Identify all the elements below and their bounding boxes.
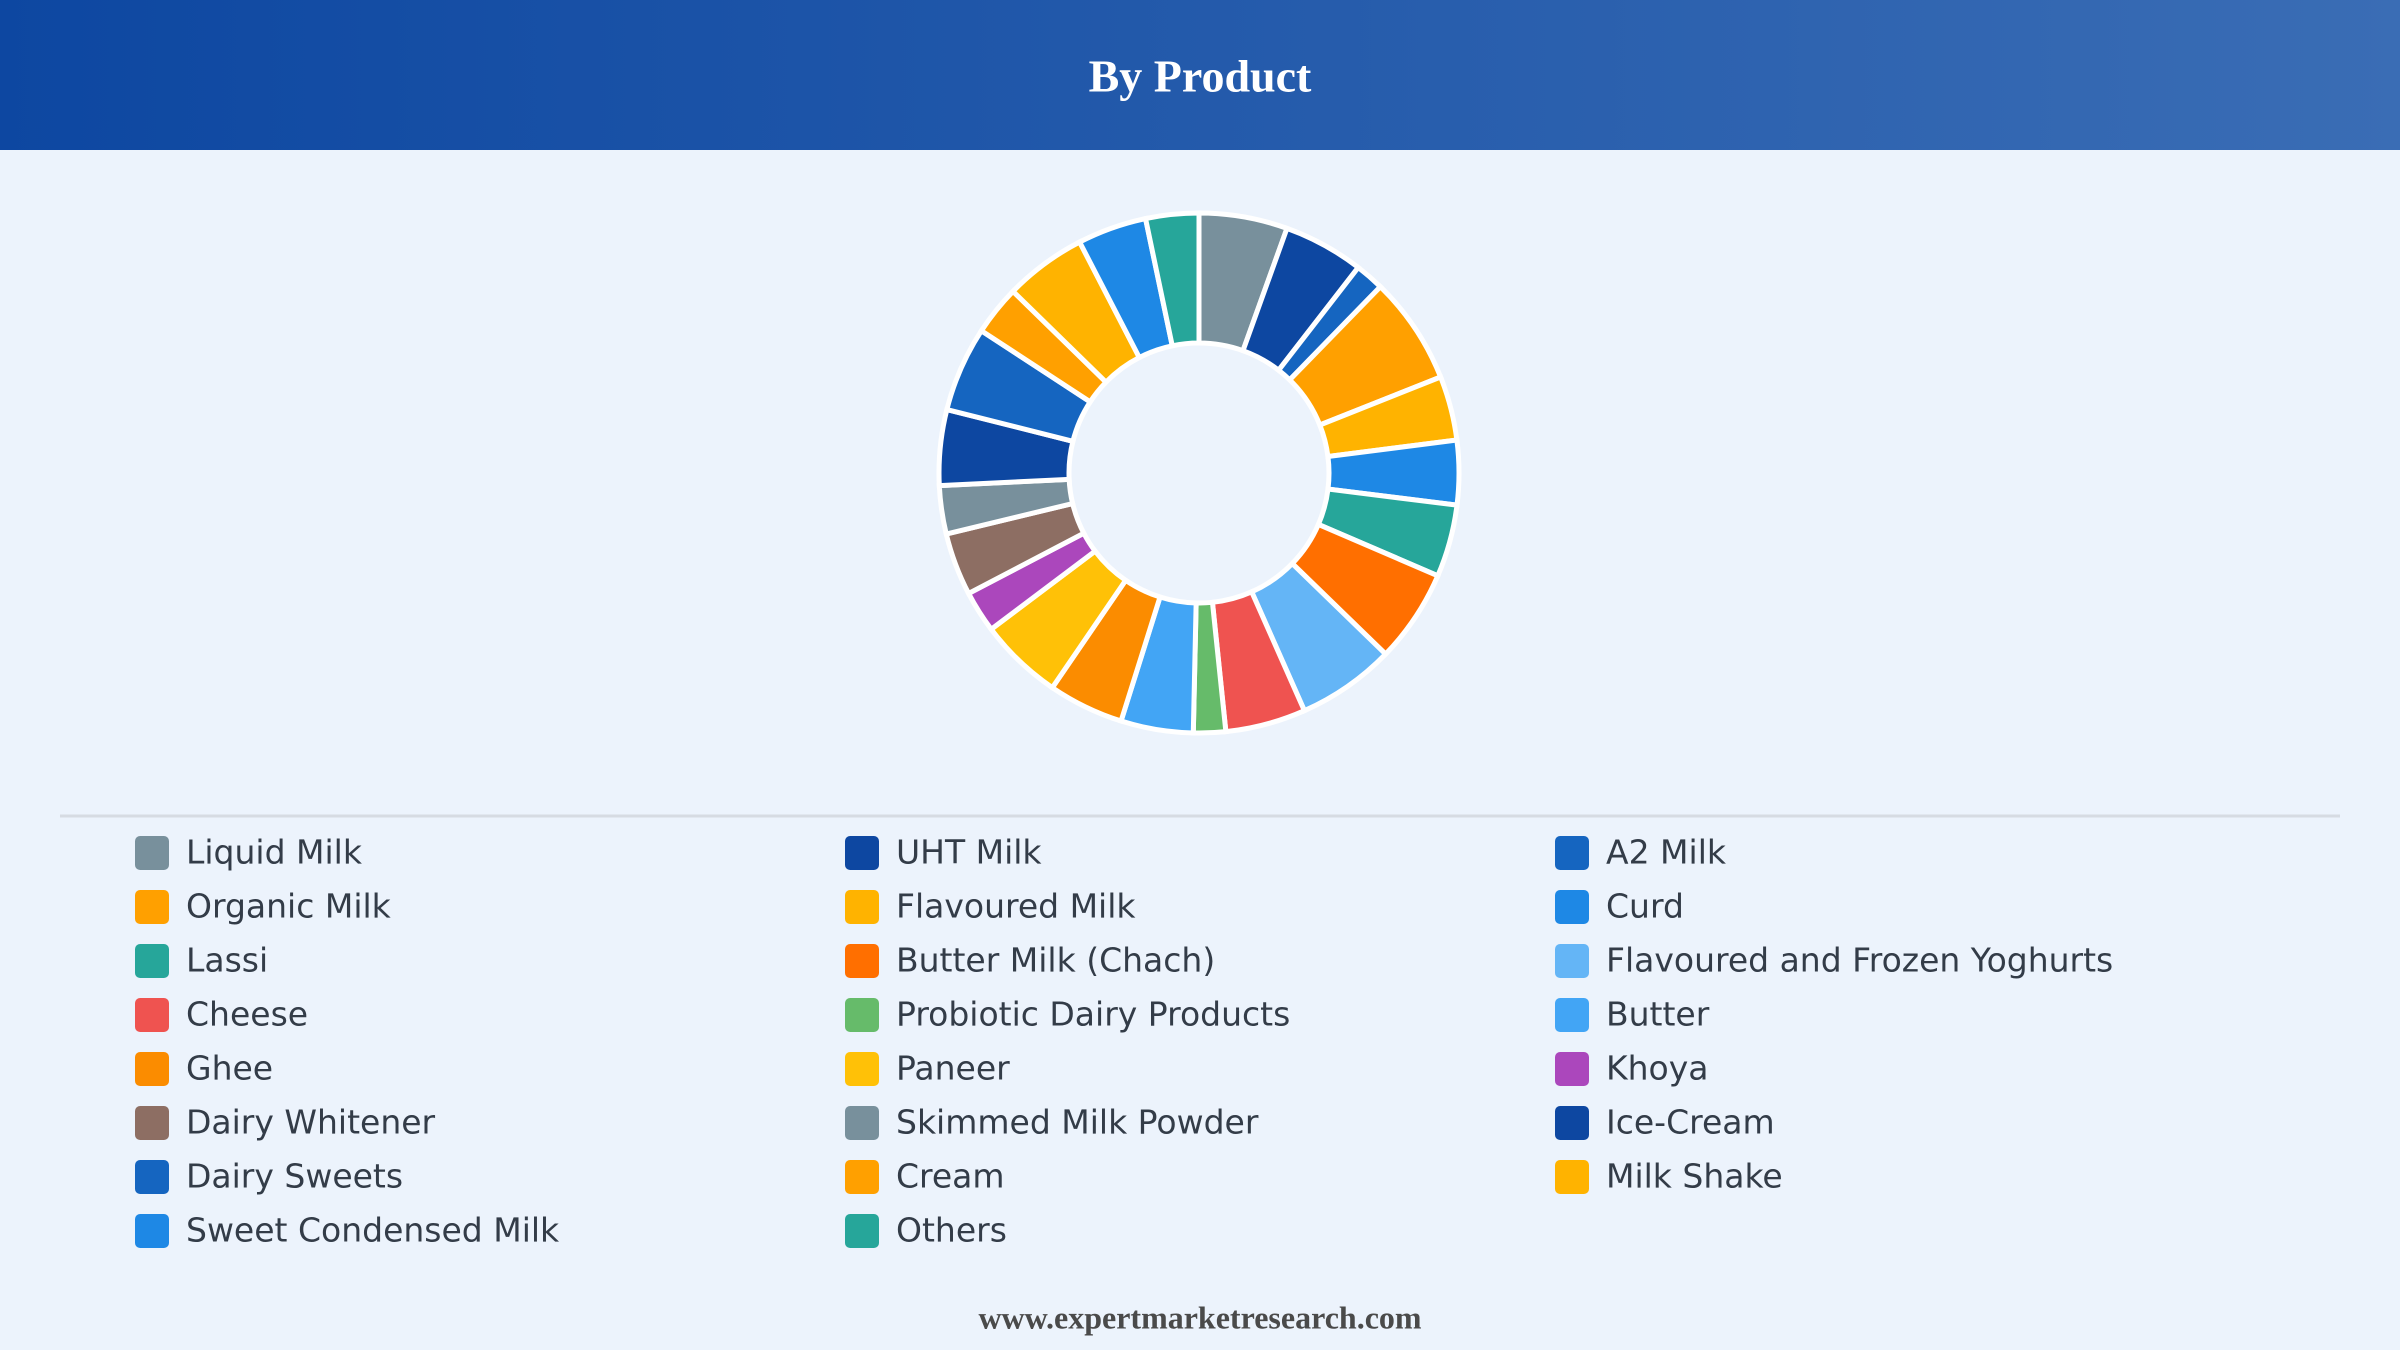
legend-swatch	[845, 1106, 879, 1140]
legend-label: Others	[896, 1211, 1007, 1250]
legend-swatch	[1555, 890, 1589, 924]
legend-swatch	[135, 836, 169, 870]
legend: Liquid Milk UHT Milk A2 Milk Organic Milk Fl…	[135, 833, 2113, 1250]
legend-swatch	[135, 1214, 169, 1248]
legend-label: Flavoured and Frozen Yoghurts	[1606, 941, 2113, 980]
legend-swatch	[135, 944, 169, 978]
legend-label: Dairy Whitener	[186, 1103, 436, 1142]
legend-label: A2 Milk	[1606, 833, 1727, 872]
legend-swatch	[1555, 1106, 1589, 1140]
legend-label: Skimmed Milk Powder	[896, 1103, 1259, 1142]
legend-label: Sweet Condensed Milk	[186, 1211, 560, 1250]
legend-label: Paneer	[896, 1049, 1010, 1088]
legend-swatch	[1555, 998, 1589, 1032]
legend-label: Ice-Cream	[1606, 1103, 1775, 1142]
legend-label: Butter Milk (Chach)	[896, 941, 1215, 980]
chart-title: By Product	[1089, 51, 1312, 102]
legend-label: Flavoured Milk	[896, 887, 1136, 926]
legend-label: Lassi	[186, 941, 268, 980]
legend-swatch	[135, 890, 169, 924]
legend-swatch	[845, 890, 879, 924]
legend-swatch	[135, 998, 169, 1032]
legend-swatch	[135, 1160, 169, 1194]
legend-label: Dairy Sweets	[186, 1157, 403, 1196]
legend-swatch	[845, 1214, 879, 1248]
legend-swatch	[845, 1052, 879, 1086]
legend-label: Probiotic Dairy Products	[896, 995, 1290, 1034]
legend-label: Butter	[1606, 995, 1710, 1034]
legend-label: Milk Shake	[1606, 1157, 1783, 1196]
legend-swatch	[845, 1160, 879, 1194]
legend-label: Curd	[1606, 887, 1684, 926]
header-band	[0, 0, 2400, 150]
legend-swatch	[845, 998, 879, 1032]
legend-swatch	[1555, 1052, 1589, 1086]
legend-label: Ghee	[186, 1049, 273, 1088]
legend-swatch	[845, 944, 879, 978]
legend-swatch	[135, 1106, 169, 1140]
legend-swatch	[1555, 944, 1589, 978]
donut	[936, 210, 1462, 736]
legend-label: Liquid Milk	[186, 833, 363, 872]
legend-label: Organic Milk	[186, 887, 392, 926]
legend-swatch	[1555, 836, 1589, 870]
legend-label: Khoya	[1606, 1049, 1709, 1088]
legend-swatch	[135, 1052, 169, 1086]
legend-label: Cheese	[186, 995, 308, 1034]
legend-swatch	[845, 836, 879, 870]
legend-swatch	[1555, 1160, 1589, 1194]
legend-label: UHT Milk	[896, 833, 1042, 872]
source-text: www.expertmarketresearch.com	[978, 1299, 1421, 1335]
donut-slice	[1142, 210, 1202, 349]
legend-label: Cream	[896, 1157, 1005, 1196]
